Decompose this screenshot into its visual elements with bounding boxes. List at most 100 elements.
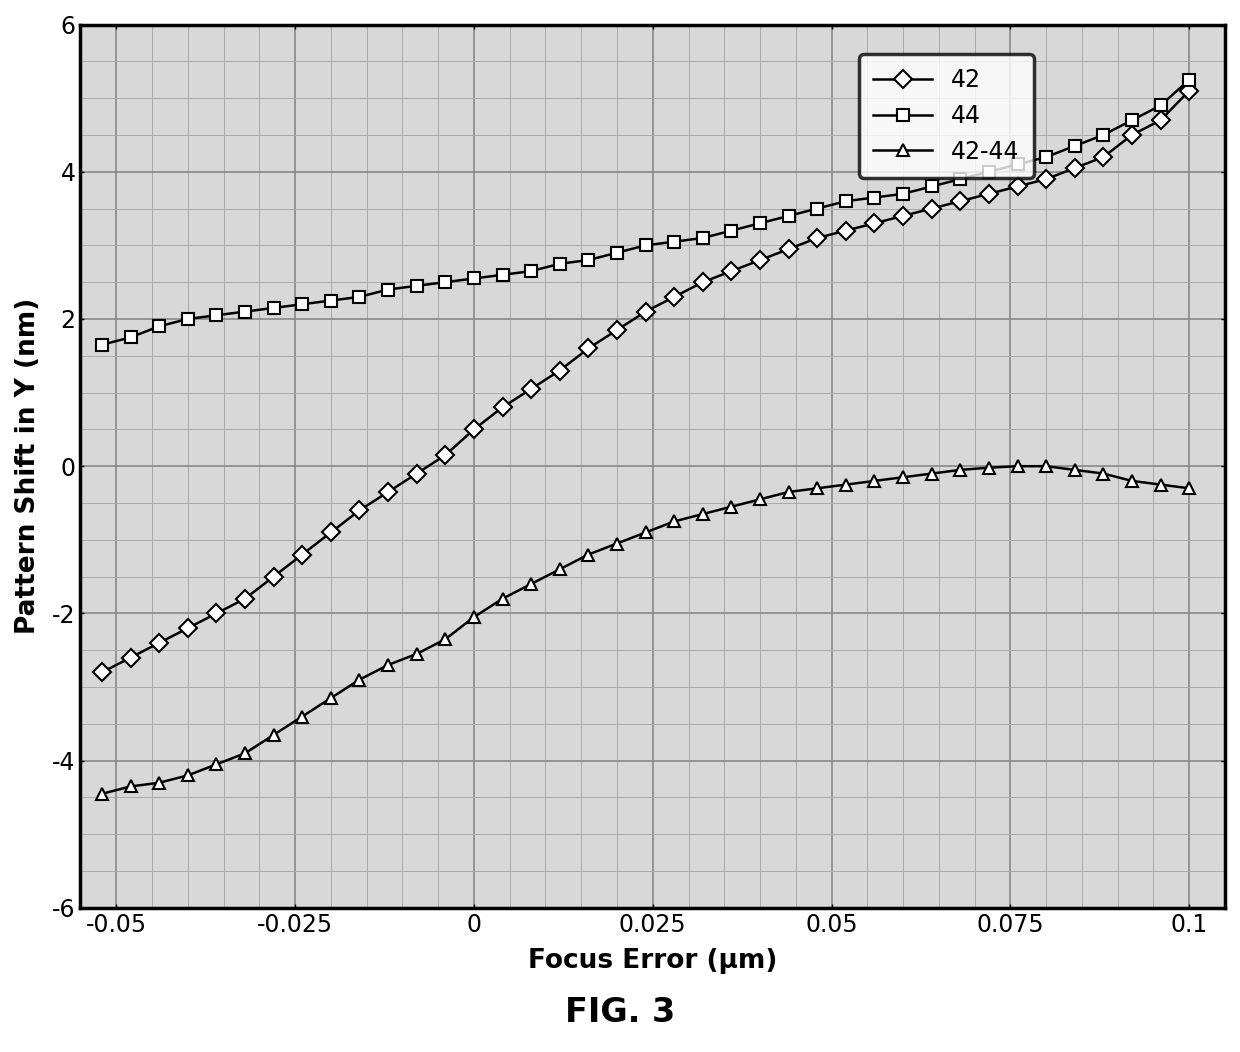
42-44 [180,769,195,782]
44 [466,272,481,285]
42-44 [895,471,910,484]
44 [438,276,453,288]
44 [753,217,768,229]
42-44 [1039,460,1054,472]
44 [552,258,567,270]
44 [1125,114,1140,126]
42 [267,570,281,583]
Text: FIG. 3: FIG. 3 [565,996,675,1029]
42-44 [952,464,967,477]
42-44 [781,486,796,499]
44 [1153,99,1168,112]
44 [952,173,967,185]
42 [238,592,253,605]
44 [895,187,910,200]
42-44 [381,659,396,671]
42-44 [438,633,453,646]
42-44 [696,508,711,521]
42-44 [1153,479,1168,491]
42 [552,364,567,377]
42 [295,548,310,561]
44 [1039,150,1054,163]
42-44 [409,648,424,661]
44 [1068,140,1083,153]
42 [696,276,711,288]
44 [1096,128,1111,141]
Line: 42-44: 42-44 [95,460,1195,801]
42 [210,607,224,620]
42-44 [495,592,510,605]
Y-axis label: Pattern Shift in Y (nm): Pattern Shift in Y (nm) [15,298,41,634]
44 [1182,74,1197,86]
42-44 [466,611,481,624]
42 [753,254,768,266]
42 [381,486,396,499]
42 [895,209,910,222]
44 [94,339,109,351]
42 [1182,84,1197,97]
42 [838,224,853,237]
44 [381,283,396,296]
42-44 [295,710,310,723]
Line: 44: 44 [95,74,1195,351]
44 [724,224,739,237]
42-44 [267,729,281,742]
42-44 [1068,464,1083,477]
44 [523,265,538,278]
42 [810,231,825,244]
44 [781,209,796,222]
42-44 [1011,460,1025,472]
42 [952,195,967,207]
44 [610,246,625,259]
42-44 [552,563,567,575]
42-44 [238,747,253,760]
42-44 [324,692,339,705]
42-44 [523,578,538,590]
42 [580,342,595,355]
42 [924,202,939,215]
42 [982,187,997,200]
42 [438,449,453,462]
44 [151,320,166,332]
Legend: 42, 44, 42-44: 42, 44, 42-44 [859,54,1034,178]
42 [94,666,109,679]
44 [324,295,339,307]
44 [409,280,424,292]
42 [1096,150,1111,163]
44 [180,312,195,325]
42-44 [924,467,939,480]
42-44 [838,479,853,491]
42-44 [94,788,109,801]
42-44 [639,526,653,539]
42 [610,324,625,337]
44 [267,302,281,315]
42 [639,305,653,318]
X-axis label: Focus Error (μm): Focus Error (μm) [528,948,777,974]
42-44 [1096,467,1111,480]
42 [1068,162,1083,175]
42-44 [810,482,825,494]
42 [352,504,367,517]
44 [1011,158,1025,170]
Line: 42: 42 [95,84,1195,679]
42-44 [753,493,768,506]
42-44 [724,501,739,513]
42 [495,401,510,413]
42 [1039,173,1054,185]
42 [324,526,339,539]
44 [352,290,367,303]
42 [1153,114,1168,126]
42 [781,243,796,256]
44 [495,268,510,281]
42 [466,423,481,436]
44 [295,298,310,310]
44 [838,195,853,207]
42 [151,636,166,649]
44 [123,331,138,344]
42 [1125,128,1140,141]
42-44 [867,474,882,487]
44 [696,231,711,244]
42 [409,467,424,480]
42-44 [210,758,224,771]
42-44 [580,548,595,561]
